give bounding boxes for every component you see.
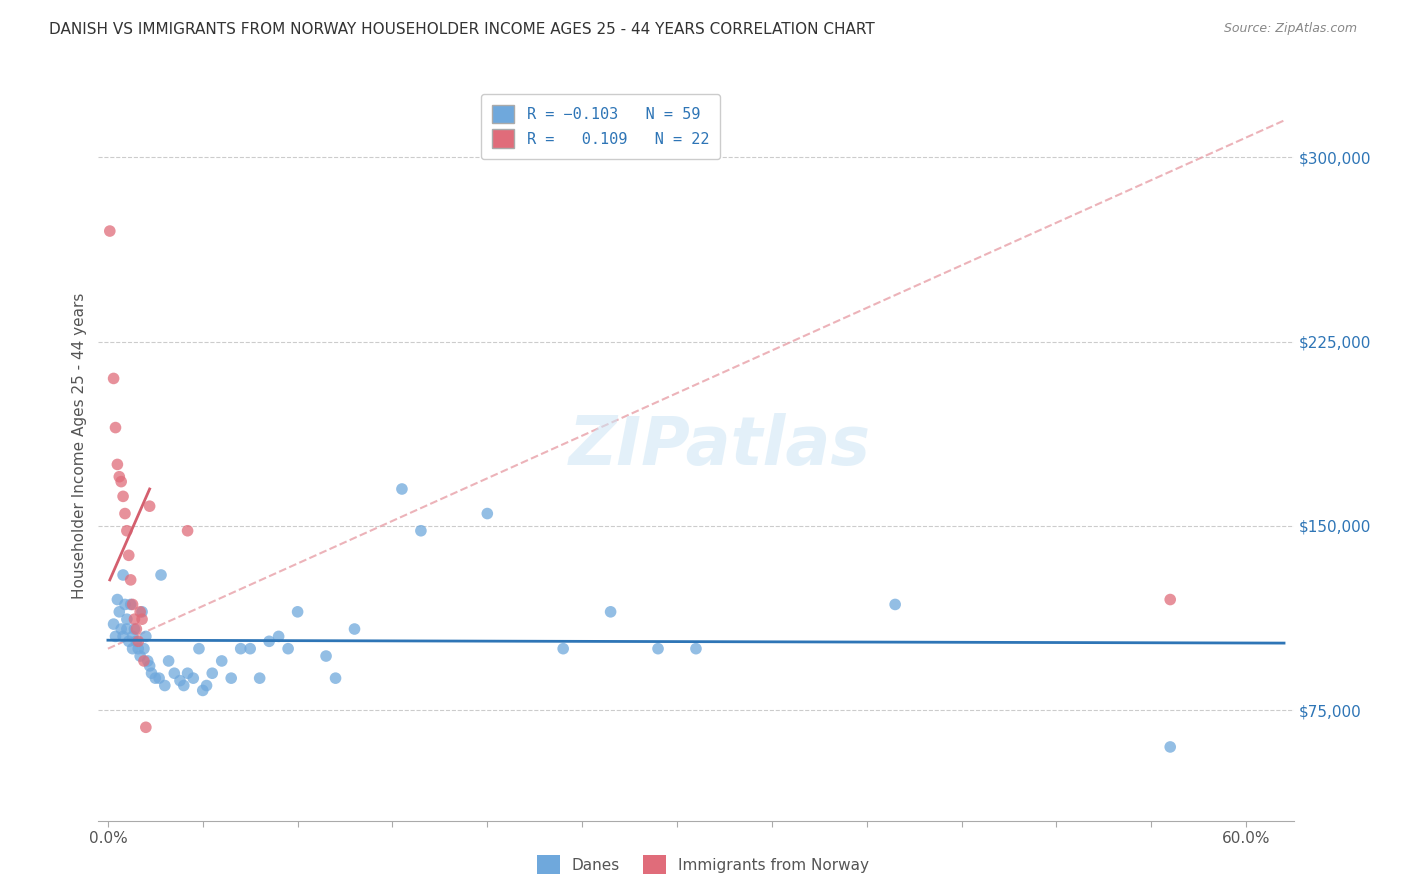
Point bbox=[112, 629, 135, 643]
Point bbox=[131, 605, 153, 619]
Point bbox=[112, 568, 135, 582]
Point bbox=[127, 641, 149, 656]
Point bbox=[163, 666, 186, 681]
Point bbox=[343, 622, 366, 636]
Point bbox=[191, 683, 214, 698]
Point bbox=[277, 641, 299, 656]
Point bbox=[135, 720, 157, 734]
Point bbox=[121, 629, 143, 643]
Point bbox=[138, 658, 160, 673]
Point bbox=[647, 641, 669, 656]
Point bbox=[120, 598, 142, 612]
Point bbox=[118, 549, 141, 563]
Point bbox=[141, 666, 163, 681]
Point bbox=[195, 679, 218, 693]
Point bbox=[176, 524, 198, 538]
Point bbox=[132, 654, 155, 668]
Point bbox=[98, 224, 121, 238]
Point bbox=[143, 671, 166, 685]
Point bbox=[884, 598, 907, 612]
Point bbox=[409, 524, 432, 538]
Point bbox=[121, 598, 143, 612]
Point bbox=[125, 622, 148, 636]
Point bbox=[105, 458, 128, 472]
Point bbox=[114, 507, 136, 521]
Point bbox=[315, 648, 337, 663]
Point bbox=[110, 475, 132, 489]
Point bbox=[169, 673, 191, 688]
Point bbox=[249, 671, 271, 685]
Point bbox=[115, 524, 138, 538]
Point bbox=[112, 489, 135, 503]
Point bbox=[104, 420, 127, 434]
Point bbox=[124, 612, 146, 626]
Point bbox=[108, 469, 131, 483]
Point bbox=[1159, 739, 1181, 754]
Point bbox=[150, 568, 173, 582]
Point bbox=[477, 507, 499, 521]
Legend: R = −0.103   N = 59, R =   0.109   N = 22: R = −0.103 N = 59, R = 0.109 N = 22 bbox=[481, 94, 720, 159]
Point bbox=[135, 629, 157, 643]
Point bbox=[239, 641, 262, 656]
Point bbox=[105, 592, 128, 607]
Point bbox=[138, 499, 160, 513]
Point bbox=[157, 654, 180, 668]
Point bbox=[391, 482, 413, 496]
Point bbox=[103, 617, 125, 632]
Point bbox=[108, 605, 131, 619]
Point bbox=[129, 605, 152, 619]
Point bbox=[124, 622, 146, 636]
Point bbox=[219, 671, 242, 685]
Point bbox=[132, 641, 155, 656]
Point bbox=[188, 641, 211, 656]
Point bbox=[211, 654, 233, 668]
Point bbox=[110, 622, 132, 636]
Point bbox=[121, 641, 143, 656]
Point bbox=[115, 612, 138, 626]
Point bbox=[114, 598, 136, 612]
Point bbox=[257, 634, 280, 648]
Point bbox=[153, 679, 176, 693]
Point bbox=[104, 629, 127, 643]
Point bbox=[118, 634, 141, 648]
Point bbox=[1159, 592, 1181, 607]
Point bbox=[229, 641, 252, 656]
Point bbox=[267, 629, 290, 643]
Point bbox=[201, 666, 224, 681]
Legend: Danes, Immigrants from Norway: Danes, Immigrants from Norway bbox=[530, 849, 876, 880]
Point bbox=[103, 371, 125, 385]
Point bbox=[120, 573, 142, 587]
Point bbox=[136, 654, 159, 668]
Point bbox=[129, 648, 152, 663]
Point bbox=[176, 666, 198, 681]
Point bbox=[115, 622, 138, 636]
Point bbox=[125, 634, 148, 648]
Point bbox=[131, 612, 153, 626]
Point bbox=[685, 641, 707, 656]
Y-axis label: Householder Income Ages 25 - 44 years: Householder Income Ages 25 - 44 years bbox=[72, 293, 87, 599]
Point bbox=[287, 605, 309, 619]
Text: Source: ZipAtlas.com: Source: ZipAtlas.com bbox=[1223, 22, 1357, 36]
Point bbox=[553, 641, 575, 656]
Text: DANISH VS IMMIGRANTS FROM NORWAY HOUSEHOLDER INCOME AGES 25 - 44 YEARS CORRELATI: DANISH VS IMMIGRANTS FROM NORWAY HOUSEHO… bbox=[49, 22, 875, 37]
Point bbox=[148, 671, 170, 685]
Point bbox=[325, 671, 347, 685]
Point bbox=[181, 671, 204, 685]
Point bbox=[599, 605, 621, 619]
Point bbox=[127, 634, 149, 648]
Point bbox=[173, 679, 195, 693]
Text: ZIPatlas: ZIPatlas bbox=[569, 413, 870, 479]
